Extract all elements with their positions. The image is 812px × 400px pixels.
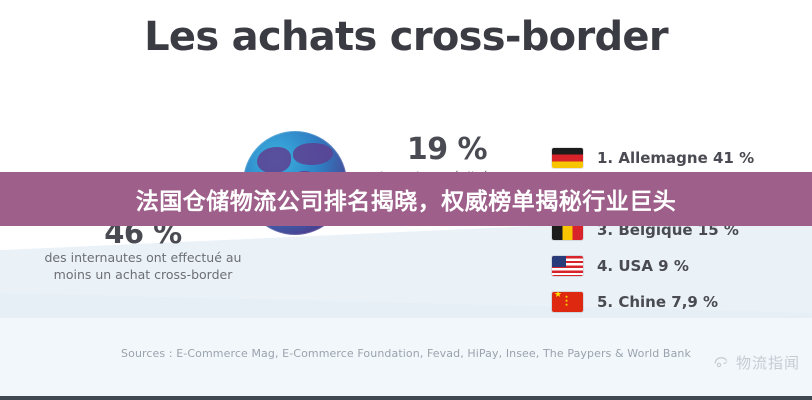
stat-buyers: 46 % des internautes ont effectué au moin… xyxy=(18,218,268,283)
overlay-banner-text: 法国仓储物流公司排名揭晓，权威榜单揭秘行业巨头 xyxy=(135,189,677,215)
stat-buyers-description: des internautes ont effectué au moins un … xyxy=(44,250,242,282)
sources-note: Sources : E-Commerce Mag, E-Commerce Fou… xyxy=(121,347,691,360)
flag-germany-icon xyxy=(552,147,583,168)
flag-usa-icon xyxy=(552,255,583,276)
paper-plane-icon xyxy=(714,356,728,367)
list-item-label: 5. Chine 7,9 % xyxy=(597,292,719,311)
background-wave-band-3 xyxy=(0,318,812,396)
globe-landmass xyxy=(257,147,291,173)
bottom-divider xyxy=(0,396,812,400)
watermark: 物流指闻 xyxy=(713,352,800,373)
flag-china-icon xyxy=(552,291,583,312)
stat-cross-border-share-value: 19 % xyxy=(406,132,488,167)
list-item: 4. USA 9 % xyxy=(552,249,802,282)
globe-landmass xyxy=(293,143,333,165)
list-item-label: 1. Allemagne 41 % xyxy=(597,148,755,167)
list-item: 1. Allemagne 41 % xyxy=(552,141,802,174)
page-title: Les achats cross-border xyxy=(144,14,668,60)
list-item-label: 4. USA 9 % xyxy=(597,256,689,275)
overlay-banner: 法国仓储物流公司排名揭晓，权威榜单揭秘行业巨头 xyxy=(0,172,812,226)
country-ranking-list: 1. Allemagne 41 % 2. Royaume-Uni 3. Belg… xyxy=(552,141,802,321)
list-item: 5. Chine 7,9 % xyxy=(552,285,802,318)
watermark-text: 物流指闻 xyxy=(735,354,800,372)
